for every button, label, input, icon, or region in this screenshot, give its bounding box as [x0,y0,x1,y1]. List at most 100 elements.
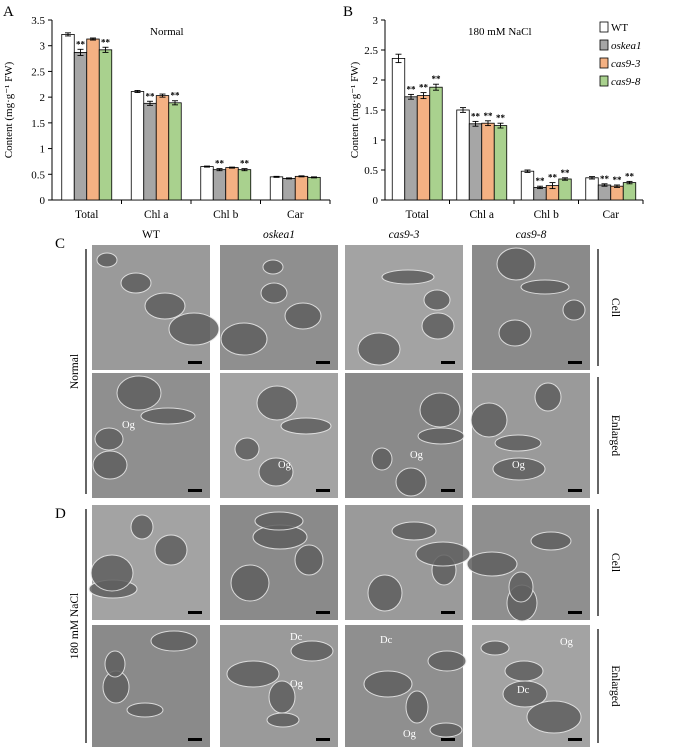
row-type-label: Enlarged [609,665,621,707]
x-tick-label: Chl b [534,209,559,221]
row-type-label: Enlarged [609,415,621,457]
organelle-shape [226,660,280,688]
significance-label: ** [548,173,558,183]
organelle-shape [381,269,435,285]
x-tick-label: Total [406,209,429,221]
legend-label: cas9-8 [611,76,641,88]
micrograph [345,245,463,370]
scale-bar [441,738,455,741]
micrograph [345,373,465,498]
bar [597,184,612,201]
legend-swatch [599,75,609,87]
condition-label: 180 mM NaCl [69,593,81,659]
micrograph [92,373,210,498]
organelle-shape [562,299,586,321]
y-tick-label: 2 [40,92,46,104]
panel-letter-d: D [55,506,66,522]
chart-a-y-axis-label: Content (mg·g⁻¹ FW) [3,61,15,158]
bar [155,95,170,201]
organelle-shape [268,680,296,714]
y-tick-label: 1.5 [31,118,45,130]
organelle-shape [116,375,162,411]
organelle-shape [266,712,300,728]
organelle-shape [92,450,128,480]
bar [481,122,495,201]
legend-label: oskea1 [611,40,642,52]
scale-bar [316,611,330,614]
organelle-annotation: Og [560,637,574,648]
legend-label: cas9-3 [611,58,641,70]
organelle-shape [126,702,164,718]
scale-bar [316,489,330,492]
panel-letter-c: C [55,236,65,252]
organelle-shape [498,319,532,347]
organelle-annotation: Dc [517,685,530,696]
bar [212,169,227,201]
bar [468,123,483,201]
micrograph [88,505,210,620]
significance-label: ** [432,74,442,84]
y-tick-label: 1 [40,144,46,156]
organelle-shape [405,690,429,724]
bar [622,182,637,201]
organelle-shape [144,292,186,320]
x-tick-label: Car [602,209,619,221]
legend-label: WT [611,22,628,34]
scale-bar [441,361,455,364]
organelle-shape [363,670,413,698]
bar [558,178,572,201]
organelle-shape [367,574,403,612]
y-tick-label: 1 [373,135,379,147]
organelle-shape [391,521,437,541]
significance-label: ** [171,91,181,101]
micrograph-grid: WT oskea1 cas9-3 cas9-8 Normal 180 mM NaCl Cel… [69,229,621,747]
bar [520,170,535,201]
column-header: cas9-3 [389,229,420,241]
organelle-shape [154,534,188,566]
organelle-shape [429,722,463,738]
significance-label: ** [600,174,610,184]
organelle-shape [104,650,126,678]
bar [294,175,309,201]
micrograph [220,625,338,747]
significance-label: ** [76,39,86,49]
bar [73,52,88,201]
y-tick-label: 2.5 [364,45,378,57]
organelle-shape [530,531,572,551]
organelle-shape [168,312,220,346]
bar [307,176,321,201]
organelle-shape [357,332,401,366]
micrograph [220,505,338,620]
bar [493,125,508,201]
bar [168,102,182,201]
bar [391,58,406,201]
organelle-shape [96,252,118,268]
organelle-shape [234,437,260,461]
scale-bar [441,611,455,614]
significance-label: ** [484,111,494,121]
organelle-shape [421,312,455,340]
bar [429,86,443,201]
bar [225,167,239,201]
legend-swatch [599,39,609,51]
organelle-shape [496,247,536,281]
x-tick-label: Car [287,209,304,221]
bar [404,96,418,201]
organelle-shape [260,282,288,304]
micrograph [220,245,338,370]
row-type-label: Cell [609,298,621,317]
x-tick-label: Chl a [144,209,169,221]
scale-bar [316,361,330,364]
panel-letter-a: A [3,4,14,20]
condition-label: Normal [69,354,81,389]
significance-label: ** [561,168,571,178]
organelle-shape [492,457,546,481]
y-tick-label: 2.5 [31,66,45,78]
significance-label: ** [146,91,156,101]
legend: WT oskea1 cas9-3 cas9-8 [599,21,642,88]
organelle-annotation: Dc [380,635,393,646]
significance-label: ** [240,159,250,169]
significance-label: ** [101,37,111,47]
significance-label: ** [613,175,623,185]
y-tick-label: 0.5 [364,165,378,177]
